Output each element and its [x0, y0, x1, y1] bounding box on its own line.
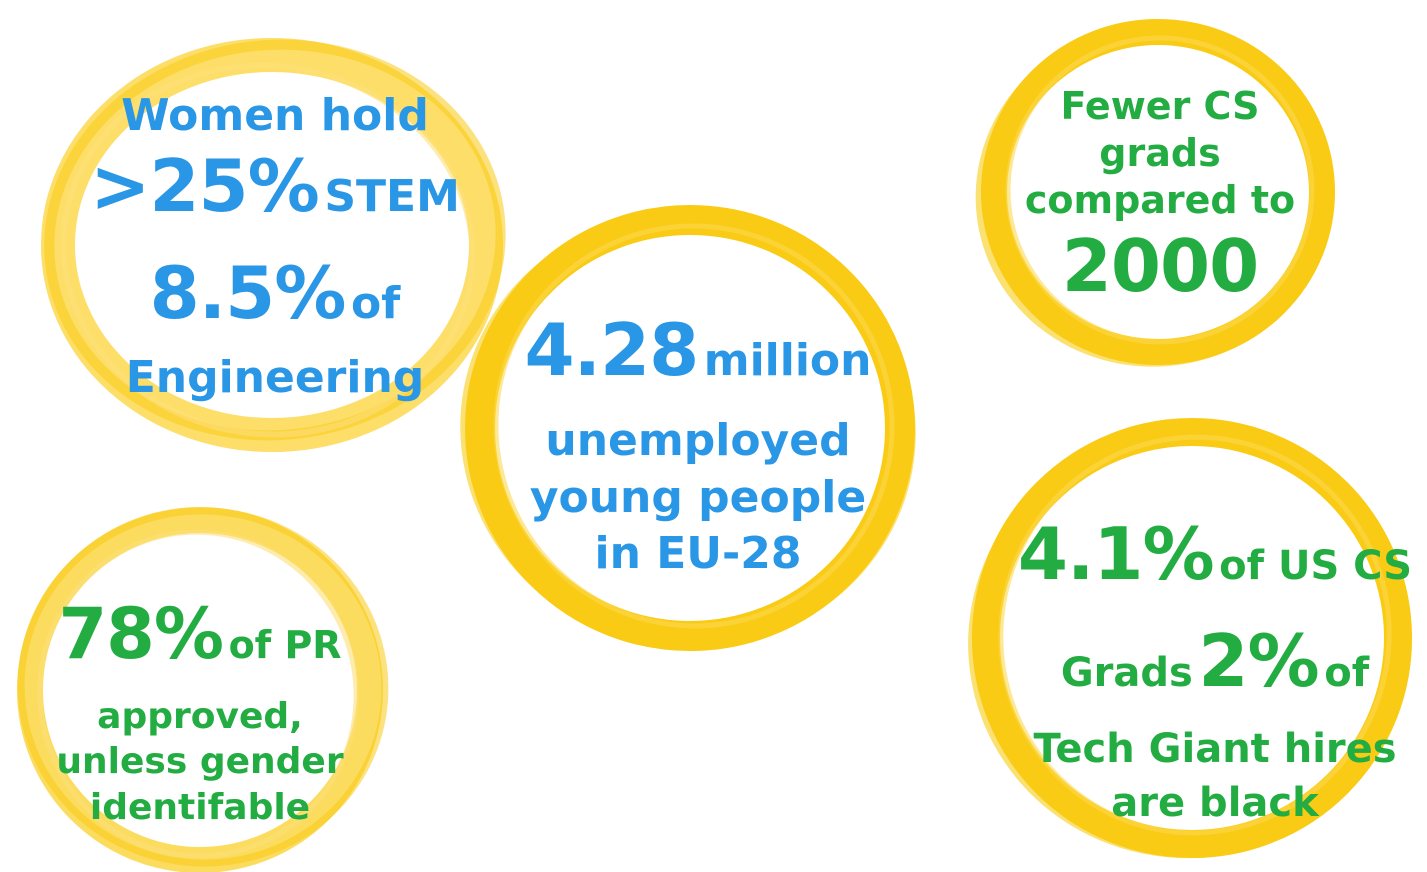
cs-grads-value: 2000 [1010, 224, 1310, 308]
pr-line-3: unless gender [45, 739, 355, 785]
cs-grads-line-3: compared to [1010, 176, 1310, 224]
cs-grads-line-2: grads [1010, 130, 1310, 176]
black-hires-suffix-tech: of [1324, 650, 1369, 696]
pr-suffix: of PR [229, 623, 342, 667]
pr-line-4: identifable [45, 785, 355, 831]
unemployed-line-1: 4.28 million [510, 308, 886, 412]
unemployed-line-3: young people [510, 470, 886, 526]
women-line-4: Engineering [90, 358, 460, 398]
women-line-3: 8.5% of [90, 248, 460, 358]
black-hires-value-cs: 4.1% [1018, 512, 1214, 596]
stat-black-hires: 4.1% of US CS Grads 2% of Tech Giant hir… [1006, 510, 1424, 832]
stat-cs-grads: Fewer CS grads compared to 2000 [1010, 82, 1310, 308]
women-suffix-stem: STEM [324, 171, 460, 222]
unemployed-line-2: unemployed [510, 412, 886, 470]
cs-grads-line-1: Fewer CS [1010, 82, 1310, 130]
pr-line-2: approved, [45, 695, 355, 739]
stat-unemployed: 4.28 million unemployed young people in … [510, 308, 886, 582]
black-hires-line-1: 4.1% of US CS [1006, 510, 1424, 618]
black-hires-prefix-grads: Grads [1061, 650, 1193, 696]
stat-pr-approved: 78% of PR approved, unless gender identi… [45, 592, 355, 831]
black-hires-line-3: Tech Giant hires [1006, 724, 1424, 774]
black-hires-suffix-cs: of US CS [1219, 543, 1412, 589]
women-value-stem: >25% [90, 144, 319, 228]
unemployed-line-4: in EU-28 [510, 526, 886, 582]
women-line-1: Women hold [90, 88, 460, 144]
pr-line-1: 78% of PR [45, 592, 355, 695]
black-hires-value-tech: 2% [1198, 619, 1318, 703]
black-hires-line-2: Grads 2% of [1006, 618, 1424, 724]
unemployed-value: 4.28 [525, 308, 699, 392]
pr-value: 78% [58, 593, 223, 675]
unemployed-suffix: million [704, 335, 872, 386]
women-suffix-engineering: of [351, 278, 400, 329]
women-line-2: >25% STEM [90, 144, 460, 248]
women-value-engineering: 8.5% [150, 251, 346, 335]
stat-women-stem: Women hold >25% STEM 8.5% of Engineering [90, 88, 460, 398]
black-hires-line-4: are black [1006, 774, 1424, 832]
